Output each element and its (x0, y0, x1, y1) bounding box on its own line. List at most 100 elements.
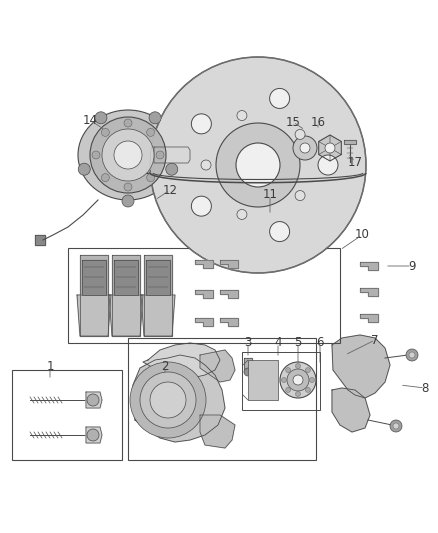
Circle shape (295, 130, 305, 140)
Circle shape (150, 57, 366, 273)
Polygon shape (77, 295, 111, 336)
Circle shape (95, 112, 107, 124)
Circle shape (201, 160, 211, 170)
Polygon shape (244, 358, 252, 372)
Polygon shape (35, 235, 45, 245)
Circle shape (270, 222, 290, 241)
Polygon shape (220, 290, 238, 298)
Polygon shape (195, 290, 213, 298)
Polygon shape (200, 350, 235, 382)
Text: 7: 7 (371, 334, 379, 346)
Bar (128, 338, 316, 460)
Polygon shape (80, 255, 108, 336)
Circle shape (406, 349, 418, 361)
Circle shape (280, 362, 316, 398)
Polygon shape (330, 135, 341, 148)
Bar (242, 352, 320, 410)
Text: 13: 13 (138, 164, 152, 176)
Circle shape (282, 377, 286, 383)
Circle shape (166, 163, 178, 175)
Circle shape (124, 183, 132, 191)
Polygon shape (195, 318, 213, 326)
Circle shape (286, 368, 290, 373)
Polygon shape (319, 135, 330, 148)
Text: 2: 2 (161, 360, 169, 374)
Circle shape (78, 163, 90, 175)
Polygon shape (82, 260, 106, 295)
Text: 16: 16 (311, 116, 325, 128)
Text: 5: 5 (294, 336, 302, 350)
Polygon shape (114, 260, 138, 295)
Polygon shape (86, 427, 102, 443)
Circle shape (286, 387, 290, 392)
Circle shape (310, 377, 314, 383)
Circle shape (147, 174, 155, 182)
Polygon shape (330, 148, 341, 161)
Bar (12, 370, 122, 460)
Text: 6: 6 (316, 336, 324, 350)
Polygon shape (200, 415, 235, 448)
Polygon shape (360, 288, 378, 296)
Text: 1: 1 (46, 360, 54, 374)
Polygon shape (360, 314, 378, 322)
Polygon shape (144, 255, 172, 336)
Polygon shape (332, 335, 390, 398)
Circle shape (293, 136, 317, 160)
Polygon shape (319, 148, 330, 161)
Circle shape (130, 362, 206, 438)
Circle shape (325, 143, 335, 153)
Polygon shape (141, 295, 175, 336)
Text: 4: 4 (274, 336, 282, 350)
Circle shape (318, 155, 338, 175)
Circle shape (114, 141, 142, 169)
Text: 3: 3 (244, 336, 252, 350)
Circle shape (305, 387, 311, 392)
Bar (248, 360, 278, 400)
Circle shape (191, 196, 212, 216)
Polygon shape (344, 140, 356, 144)
Circle shape (305, 368, 311, 373)
Polygon shape (109, 295, 143, 336)
Circle shape (237, 209, 247, 220)
Circle shape (293, 375, 303, 385)
Circle shape (296, 364, 300, 368)
Text: 11: 11 (262, 189, 278, 201)
Polygon shape (220, 318, 238, 326)
Polygon shape (143, 343, 220, 378)
Circle shape (236, 143, 280, 187)
Polygon shape (195, 260, 213, 268)
Polygon shape (86, 392, 102, 408)
Text: 14: 14 (82, 114, 98, 126)
Circle shape (216, 123, 300, 207)
Circle shape (140, 372, 196, 428)
Circle shape (124, 119, 132, 127)
Circle shape (244, 368, 252, 376)
Circle shape (150, 382, 186, 418)
Circle shape (300, 143, 310, 153)
Circle shape (122, 195, 134, 207)
Circle shape (295, 191, 305, 200)
Circle shape (147, 128, 155, 136)
Circle shape (101, 174, 110, 182)
Bar (68, 248, 340, 343)
Circle shape (87, 429, 99, 441)
Text: 17: 17 (347, 156, 363, 168)
Circle shape (90, 117, 166, 193)
Circle shape (296, 392, 300, 397)
Text: 15: 15 (286, 116, 300, 128)
Polygon shape (319, 141, 330, 155)
Polygon shape (146, 260, 170, 295)
Text: 10: 10 (355, 229, 369, 241)
Circle shape (390, 420, 402, 432)
Circle shape (101, 128, 110, 136)
Circle shape (156, 151, 164, 159)
Polygon shape (360, 262, 378, 270)
Circle shape (92, 151, 100, 159)
Circle shape (149, 112, 161, 124)
Circle shape (270, 88, 290, 108)
Circle shape (87, 394, 99, 406)
Text: 12: 12 (162, 183, 177, 197)
Ellipse shape (78, 110, 178, 200)
Circle shape (393, 423, 399, 429)
Polygon shape (332, 388, 370, 432)
